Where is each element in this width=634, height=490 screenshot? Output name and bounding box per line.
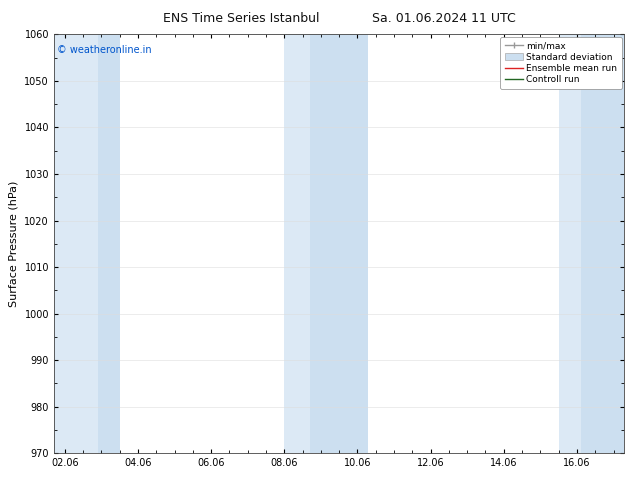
Text: Sa. 01.06.2024 11 UTC: Sa. 01.06.2024 11 UTC <box>372 12 515 25</box>
Y-axis label: Surface Pressure (hPa): Surface Pressure (hPa) <box>9 181 19 307</box>
Bar <box>98 34 120 453</box>
Bar <box>284 34 310 453</box>
Bar <box>54 34 98 453</box>
Text: ENS Time Series Istanbul: ENS Time Series Istanbul <box>163 12 319 25</box>
Bar <box>310 34 368 453</box>
Bar <box>581 34 624 453</box>
Bar <box>559 34 581 453</box>
Legend: min/max, Standard deviation, Ensemble mean run, Controll run: min/max, Standard deviation, Ensemble me… <box>500 37 622 89</box>
Text: © weatheronline.in: © weatheronline.in <box>57 45 152 55</box>
